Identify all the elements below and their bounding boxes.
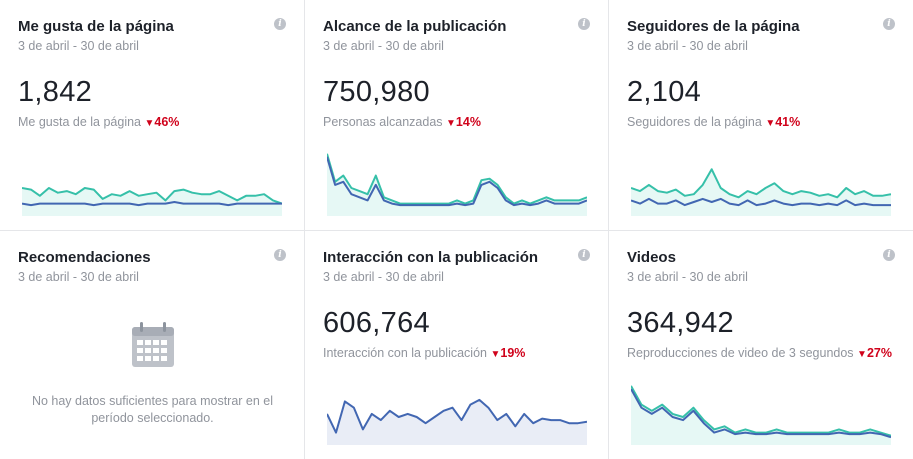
sparkline-chart <box>327 398 587 445</box>
info-icon[interactable]: i <box>883 249 895 261</box>
teal-series-area <box>327 153 587 216</box>
no-data-message: No hay datos suficientes para mostrar en… <box>31 394 274 425</box>
metric-value: 364,942 <box>627 307 734 339</box>
card-title: Alcance de la publicación <box>323 18 507 35</box>
card-page-likes[interactable]: Me gusta de la página 3 de abril - 30 de… <box>0 0 305 231</box>
metric-label-row: Seguidores de la página ▼41% <box>627 114 897 132</box>
metric-value: 2,104 <box>627 76 702 108</box>
card-recommendations[interactable]: Recomendaciones 3 de abril - 30 de abril… <box>0 231 305 459</box>
blue-series-line <box>327 156 587 207</box>
change-indicator: ▼19% <box>490 346 525 360</box>
teal-series-line <box>327 153 587 205</box>
card-title: Seguidores de la página <box>627 18 800 35</box>
card-title: Interacción con la publicación <box>323 249 539 266</box>
blue-series-area <box>327 399 587 445</box>
card-post-engagement[interactable]: Interacción con la publicación 3 de abri… <box>305 231 609 459</box>
change-indicator: ▼14% <box>446 115 481 129</box>
change-indicator: ▼46% <box>145 115 180 129</box>
card-date-range: 3 de abril - 30 de abril <box>323 39 444 53</box>
metric-label: Reproducciones de video de 3 segundos <box>627 346 854 360</box>
change-percent: 41% <box>775 115 801 129</box>
card-date-range: 3 de abril - 30 de abril <box>627 39 748 53</box>
metric-value: 1,842 <box>18 76 93 108</box>
change-percent: 14% <box>455 115 481 129</box>
down-arrow-icon: ▼ <box>765 118 776 129</box>
teal-series-line <box>22 187 282 205</box>
metric-label: Personas alcanzadas <box>323 115 443 129</box>
info-icon[interactable]: i <box>578 249 590 261</box>
info-icon[interactable]: i <box>578 18 590 30</box>
blue-series-line <box>631 388 891 439</box>
change-percent: 19% <box>500 346 526 360</box>
metric-label-row: Me gusta de la página ▼46% <box>18 114 288 132</box>
blue-series-line <box>22 201 282 207</box>
teal-series-area <box>631 385 891 445</box>
metric-label: Interacción con la publicación <box>323 346 487 360</box>
change-indicator: ▼41% <box>765 115 800 129</box>
card-date-range: 3 de abril - 30 de abril <box>323 270 444 284</box>
change-percent: 46% <box>154 115 180 129</box>
card-videos[interactable]: Videos 3 de abril - 30 de abril i 364,94… <box>609 231 913 459</box>
teal-series-line <box>631 385 891 437</box>
change-indicator: ▼27% <box>857 346 892 360</box>
teal-series-line <box>631 168 891 199</box>
sparkline-chart <box>327 153 587 216</box>
down-arrow-icon: ▼ <box>490 349 501 360</box>
metric-label: Me gusta de la página <box>18 115 142 129</box>
card-date-range: 3 de abril - 30 de abril <box>627 270 748 284</box>
info-icon[interactable]: i <box>274 249 286 261</box>
metric-value: 606,764 <box>323 307 430 339</box>
sparkline-chart <box>631 385 891 445</box>
info-icon[interactable]: i <box>274 18 286 30</box>
card-title: Me gusta de la página <box>18 18 174 35</box>
card-post-reach[interactable]: Alcance de la publicación 3 de abril - 3… <box>305 0 609 231</box>
blue-series-line <box>327 398 587 434</box>
calendar-icon <box>132 322 174 367</box>
metric-label-row: Interacción con la publicación ▼19% <box>323 345 593 363</box>
metric-label: Seguidores de la página <box>627 115 762 129</box>
down-arrow-icon: ▼ <box>446 118 456 129</box>
down-arrow-icon: ▼ <box>144 118 155 129</box>
metric-value: 750,980 <box>323 76 430 108</box>
card-date-range: 3 de abril - 30 de abril <box>18 39 139 53</box>
card-date-range: 3 de abril - 30 de abril <box>18 270 139 284</box>
info-icon[interactable]: i <box>883 18 895 30</box>
metric-label-row: Reproducciones de video de 3 segundos ▼2… <box>627 345 897 363</box>
metric-label-row: Personas alcanzadas ▼14% <box>323 114 593 132</box>
change-percent: 27% <box>866 346 892 360</box>
card-title: Recomendaciones <box>18 249 151 266</box>
down-arrow-icon: ▼ <box>857 349 867 360</box>
card-title: Videos <box>627 249 676 266</box>
sparkline-chart <box>22 187 282 216</box>
card-page-followers[interactable]: Seguidores de la página 3 de abril - 30 … <box>609 0 913 231</box>
sparkline-chart <box>631 168 891 216</box>
teal-series-area <box>22 188 282 216</box>
blue-series-line <box>631 197 891 207</box>
